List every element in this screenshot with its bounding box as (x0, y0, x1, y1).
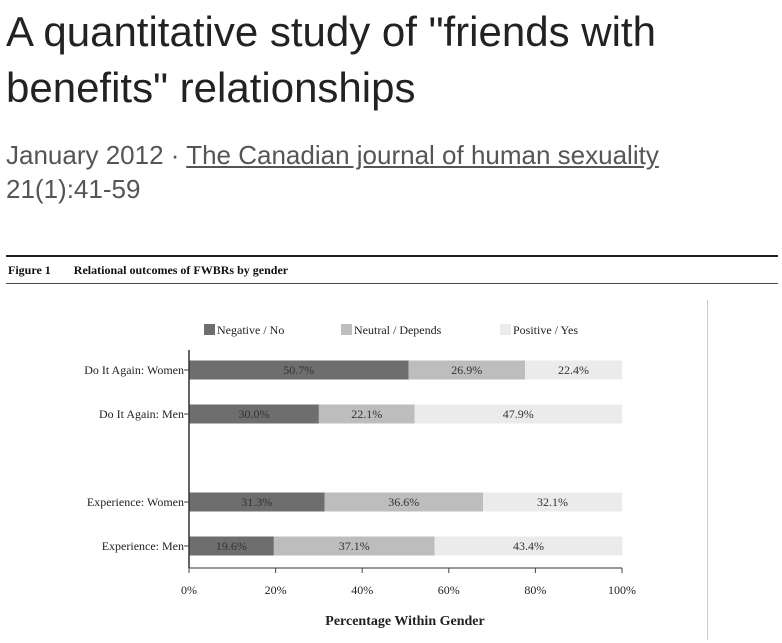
bar-segment (324, 492, 484, 512)
x-tick-label: 100% (608, 583, 636, 597)
data-label: 26.9% (451, 363, 482, 377)
category-label: Do It Again: Men (99, 407, 184, 421)
data-label: 32.1% (537, 495, 568, 509)
x-tick-label: 20% (265, 583, 287, 597)
bar-segment (189, 404, 319, 424)
bar-segment (273, 536, 435, 556)
bar-segment (414, 404, 622, 424)
data-label: 37.1% (339, 539, 370, 553)
legend-label: Neutral / Depends (354, 323, 442, 337)
caption-rule (6, 283, 778, 284)
page-title: A quantitative study of "friends with be… (6, 8, 656, 111)
x-tick-label: 60% (438, 583, 460, 597)
legend-label: Positive / Yes (513, 323, 578, 337)
legend-label: Negative / No (217, 323, 284, 337)
figure-number: Figure 1 (8, 263, 51, 277)
figure-border (707, 300, 708, 640)
data-label: 22.4% (558, 363, 589, 377)
volume-info: 21(1):41-59 (6, 174, 141, 204)
data-label: 47.9% (503, 407, 534, 421)
bar-segment (189, 360, 409, 380)
x-axis-label: Percentage Within Gender (325, 614, 484, 629)
bar-segment (189, 492, 325, 512)
journal-link[interactable]: The Canadian journal of human sexuality (186, 140, 659, 170)
top-rule (6, 255, 778, 257)
category-label: Experience: Women (87, 495, 184, 509)
publication-date: January 2012 (6, 140, 164, 170)
data-label: 36.6% (388, 495, 419, 509)
data-label: 43.4% (513, 539, 544, 553)
data-label: 19.6% (216, 539, 247, 553)
bar-segment (434, 536, 623, 556)
x-tick-label: 0% (181, 583, 197, 597)
category-label: Experience: Men (102, 539, 184, 553)
category-label: Do It Again: Women (84, 363, 184, 377)
data-label: 50.7% (283, 363, 314, 377)
bar-segment (189, 536, 274, 556)
data-label: 22.1% (351, 407, 382, 421)
stacked-bar-chart: Negative / No Neutral / Depends Positive /… (84, 323, 636, 629)
legend-swatch (341, 324, 352, 335)
bar-segment (483, 492, 622, 512)
legend-swatch (204, 324, 215, 335)
meta-separator: · (163, 140, 187, 170)
bar-segment (408, 360, 526, 380)
figure-caption: Figure 1 Relational outcomes of FWBRs by… (8, 263, 288, 278)
x-tick-label: 40% (351, 583, 373, 597)
publication-meta: January 2012 · The Canadian journal of h… (6, 138, 776, 206)
data-label: 30.0% (238, 407, 269, 421)
legend-swatch (500, 324, 511, 335)
data-label: 31.3% (241, 495, 272, 509)
figure-caption-text: Relational outcomes of FWBRs by gender (73, 263, 289, 277)
x-tick-label: 80% (524, 583, 546, 597)
bar-segment (318, 404, 415, 424)
bar-segment (525, 360, 622, 380)
